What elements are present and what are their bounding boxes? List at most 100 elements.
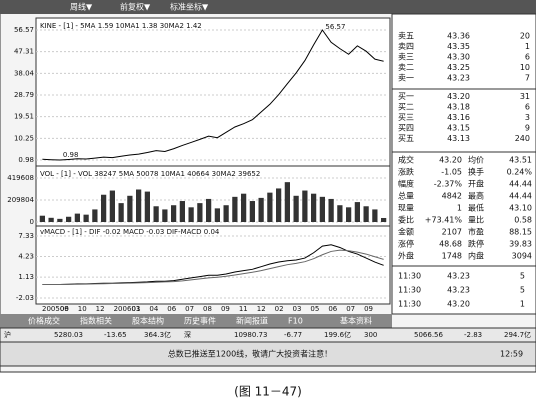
order-book-cell: 43.23 [447,74,470,83]
price-line [42,29,384,161]
stat-cell: 涨停 [398,239,414,249]
order-book-cell: 卖五 [398,32,414,41]
x-tick-label: 09 [221,305,230,313]
stat-cell: 1748 [442,252,462,261]
status-cell: 深 [184,330,191,339]
status-cell: 199.6亿 [324,330,351,339]
low-label: 0.98 [63,151,79,159]
volume-bar [258,197,264,222]
volume-bar [39,215,45,222]
status-cell: 364.3亿 [144,330,171,339]
volume-bar [249,201,255,222]
x-tick-label: 07 [185,305,194,313]
stat-cell: 委比 [398,215,414,225]
y-tick-label: 0.98 [18,156,34,164]
order-book-cell: 6 [525,103,530,112]
volume-bar [74,213,80,222]
stat-cell: 换手 [468,167,484,177]
volume-bar [363,206,369,222]
tab[interactable]: 价格成交 [28,316,60,326]
chart-area [35,17,391,305]
stat-cell: 43.51 [509,156,532,165]
status-cell: 沪 [4,330,11,339]
x-tick-label: 03 [131,305,140,313]
toolbar-item[interactable]: 前复权▼ [120,2,151,12]
order-book-cell: 43.16 [447,113,470,122]
stat-cell: 1 [457,204,462,213]
volume-bar [354,202,360,222]
x-tick-label: 02 [275,305,284,313]
y-tick-label: 7.33 [18,232,34,240]
order-book-cell: 买二 [398,103,414,112]
bottom-bar [0,341,536,367]
panel-legend: vMACD - [1] - DIF -0.02 MACD -0.03 DIF-M… [40,228,220,236]
x-tick-label: 11 [239,305,248,313]
order-book-cell: 3 [525,113,530,122]
trade-cell: 5 [520,272,525,281]
trade-cell: 11:30 [398,286,421,295]
order-book-cell: 43.35 [447,42,470,51]
volume-bar [118,203,124,222]
order-book-cell: 买五 [398,134,414,143]
panel-legend: KINE - [1] - 5MA 1.59 10MA1 1.38 30MA2 1… [40,22,202,30]
volume-bar [162,209,168,222]
volume-bar [206,198,212,222]
volume-bar [144,191,150,222]
volume-bar [311,193,317,222]
volume-bar [346,207,352,222]
volume-bar [83,214,89,222]
volume-bar [48,217,54,222]
volume-bar [328,198,334,222]
status-cell: -13.65 [104,331,127,339]
stat-cell: 均价 [468,155,484,165]
stat-cell: 金额 [398,227,414,237]
order-book-cell: 买三 [398,113,414,122]
status-cell: -6.77 [284,331,302,339]
caption: (图 11－47) [234,385,302,399]
y-tick-label: 56.57 [14,26,34,34]
status-cell: 5066.56 [414,331,443,339]
order-book-cell: 43.25 [447,63,470,72]
tab[interactable]: 股本结构 [132,316,164,326]
order-book-cell: 43.13 [447,134,470,143]
status-cell: 5280.03 [54,331,83,339]
high-label: 56.57 [325,23,345,31]
notice: 总数已推送至1200线，敬请广大投资者注意！ [168,349,332,359]
order-book-cell: 7 [525,74,530,83]
tab[interactable]: 基本资料 [340,316,372,326]
order-book-cell: 买一 [398,92,414,101]
trade-cell: 43.23 [447,286,470,295]
toolbar-item[interactable]: 周线▼ [70,2,93,12]
quote-panel [391,13,536,315]
x-tick-label: 09 [364,305,373,313]
status-cell: 10980.73 [234,331,267,339]
order-book-cell: 20 [520,32,530,41]
y-tick-label: 19.51 [14,113,34,121]
volume-bar [302,190,308,222]
volume-bar [109,190,115,222]
order-book-cell: 43.36 [447,32,470,41]
stat-cell: 外盘 [398,251,414,261]
trade-cell: 5 [520,286,525,295]
order-book-cell: 43.20 [447,92,470,101]
order-book-cell: 9 [525,124,530,133]
x-tick-label: 05 [310,305,319,313]
x-tick-label: 06 [328,305,337,313]
tab[interactable]: 历史事件 [184,316,216,326]
volume-bar [381,217,387,222]
toolbar-item[interactable]: 标准坐标▼ [170,2,209,12]
y-tick-label: 10.25 [14,134,34,142]
tab[interactable]: F10 [288,317,303,326]
stat-cell: 最低 [468,203,484,213]
x-tick-label: 09 [60,305,69,313]
stat-cell: 内盘 [468,251,484,261]
tab[interactable]: 新闻报道 [236,316,268,326]
stat-cell: 88.15 [509,228,532,237]
volume-bar [337,205,343,222]
order-book-cell: 卖一 [398,74,414,83]
x-tick-label: 03 [293,305,302,313]
tab[interactable]: 指数相关 [80,316,112,326]
x-tick-label: 200506 [42,305,69,313]
order-book-cell: 240 [515,134,530,143]
y-tick-label: 0 [30,218,34,226]
